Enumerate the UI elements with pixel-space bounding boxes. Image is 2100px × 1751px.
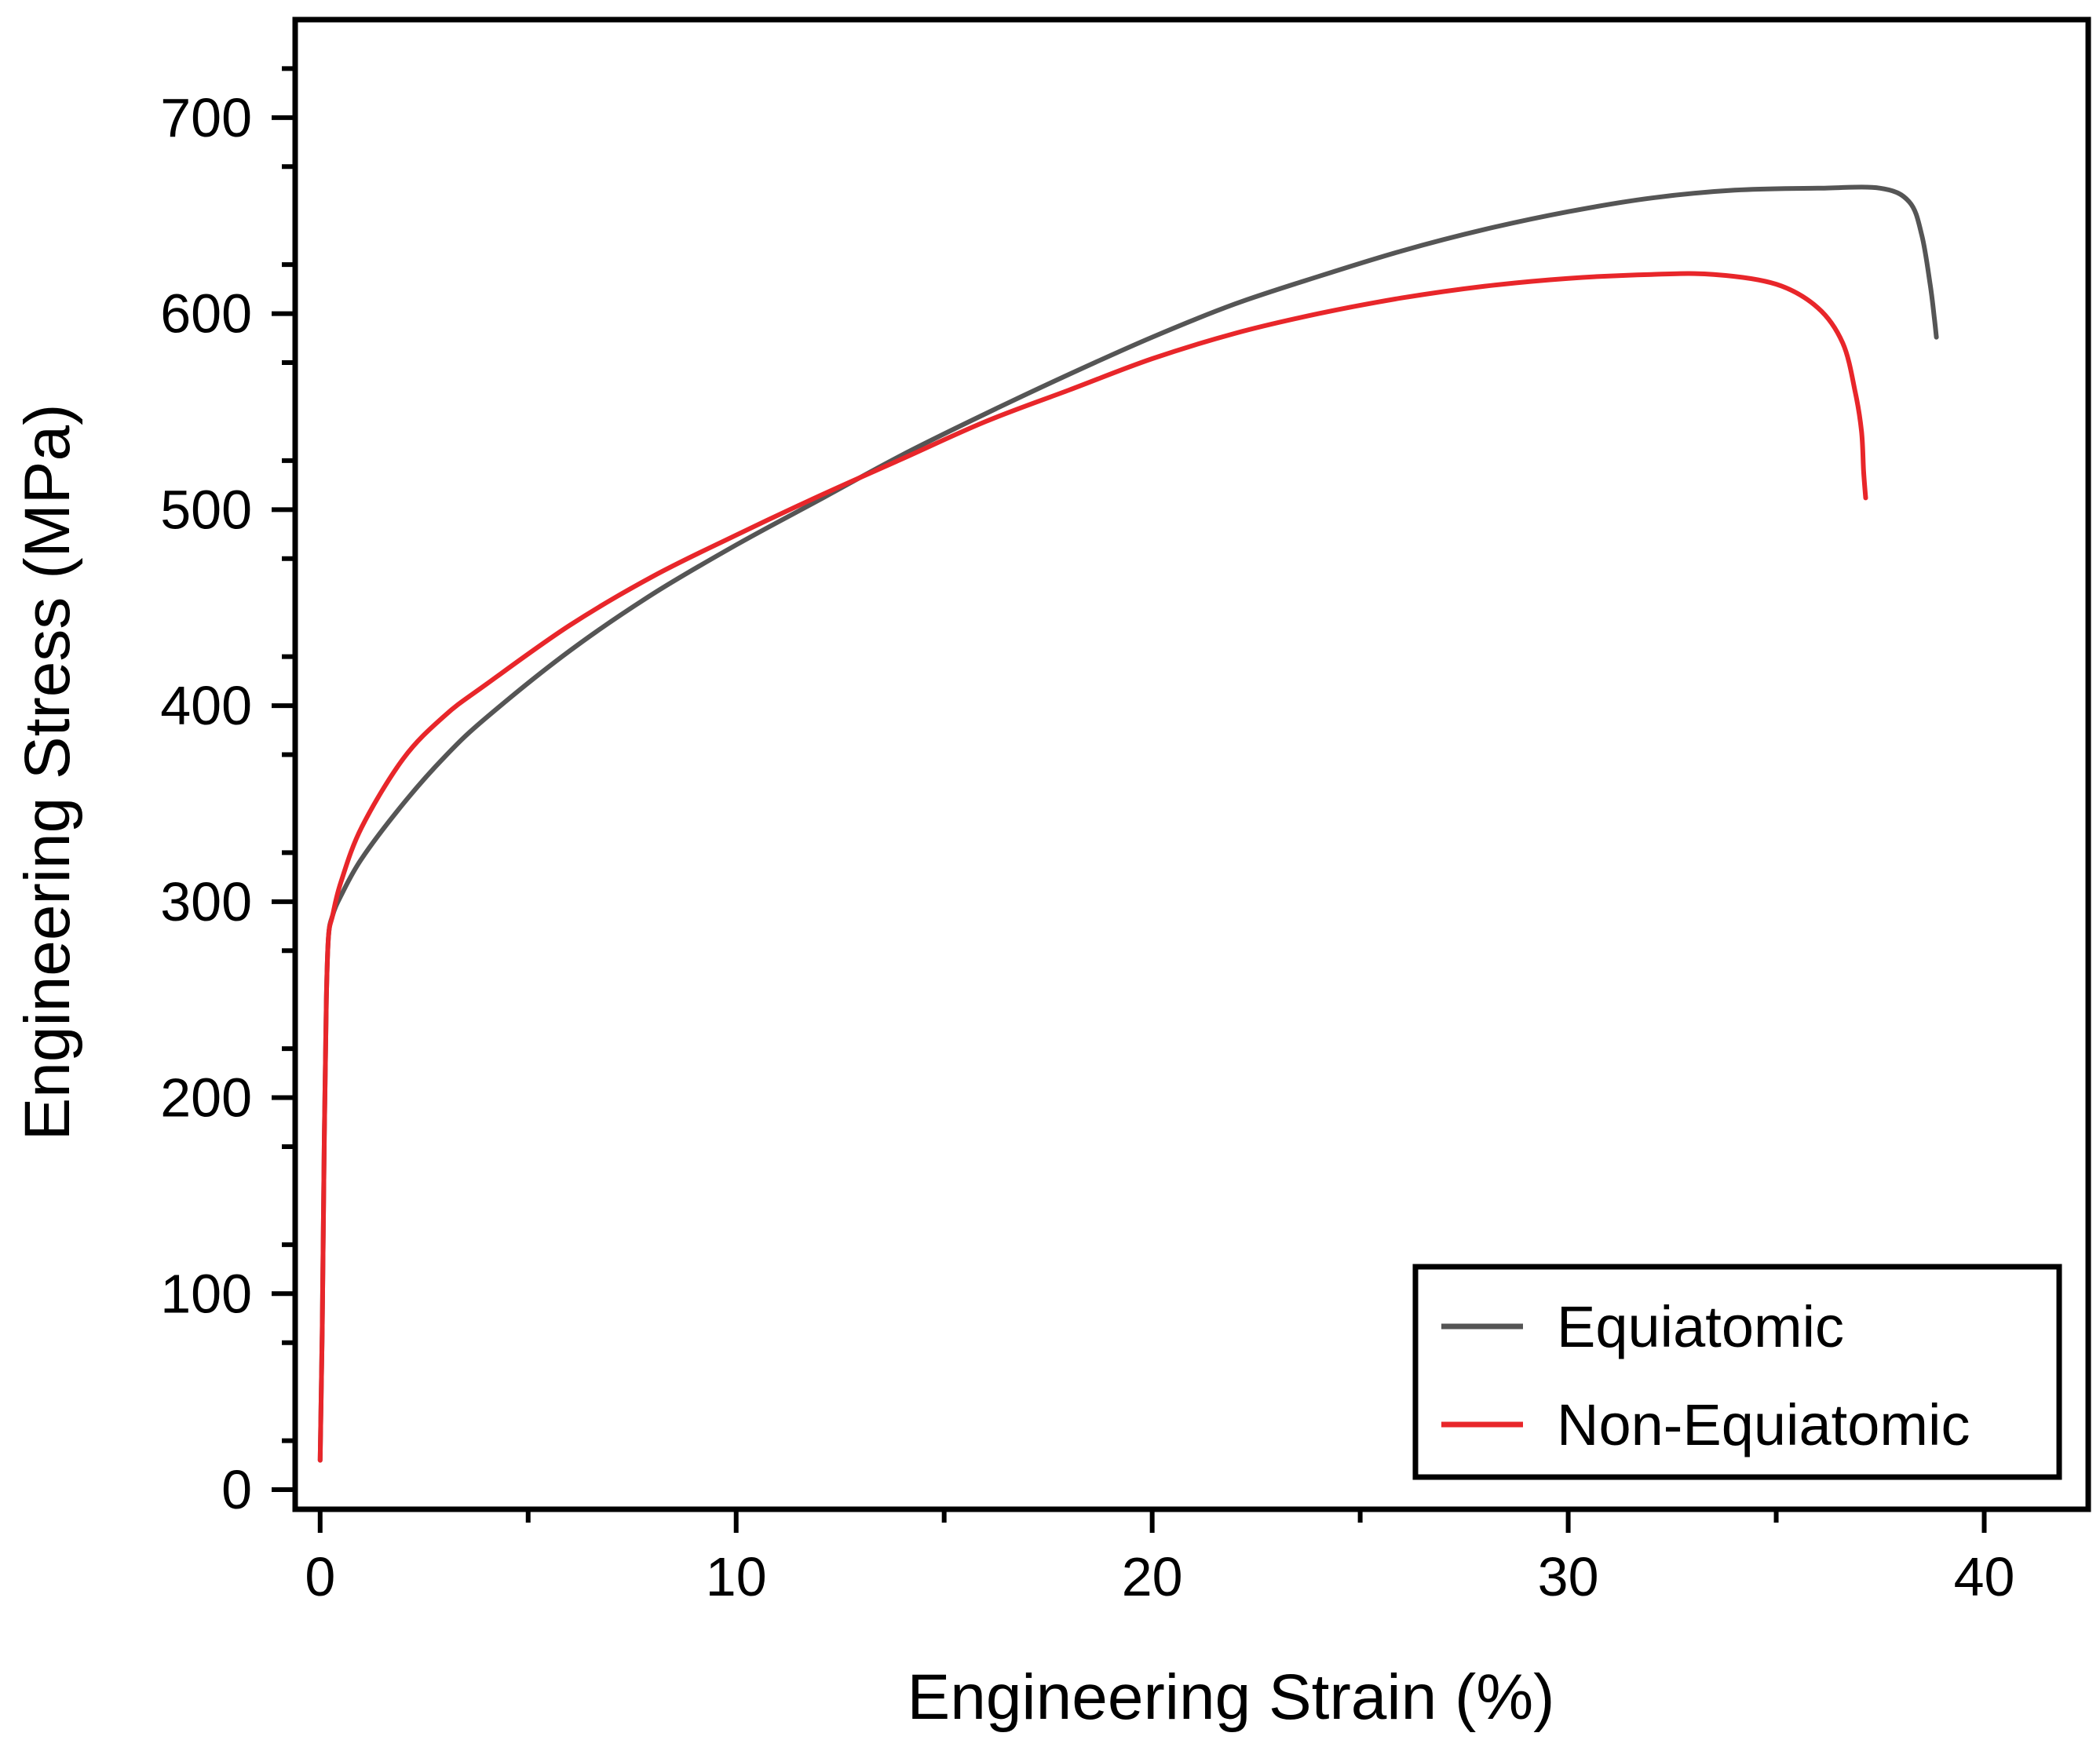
y-tick-label: 300 — [160, 871, 252, 932]
x-tick-label: 30 — [1538, 1546, 1599, 1607]
series-layer — [317, 184, 1939, 1463]
x-tick-label: 40 — [1954, 1546, 2015, 1607]
y-tick-label: 100 — [160, 1263, 252, 1324]
y-tick-label: 500 — [160, 479, 252, 540]
x-tick-label: 20 — [1122, 1546, 1183, 1607]
y-tick-label: 600 — [160, 283, 252, 345]
series-line-non-equiatomic — [317, 271, 1868, 1463]
legend-label-equiatomic: Equiatomic — [1557, 1294, 1844, 1359]
x-tick-label: 0 — [305, 1546, 335, 1607]
y-tick-label: 400 — [160, 675, 252, 736]
x-axis-title: Engineering Strain (%) — [908, 1662, 1555, 1733]
y-axis-title: Engineering Stress (MPa) — [12, 404, 83, 1141]
y-tick-label: 0 — [221, 1459, 252, 1520]
plot-frame — [292, 16, 2091, 1512]
legend-box — [1412, 1264, 2062, 1480]
y-tick-label: 700 — [160, 87, 252, 148]
y-tick-label: 200 — [160, 1067, 252, 1129]
legend-label-non-equiatomic: Non-Equiatomic — [1557, 1392, 1970, 1457]
x-tick-label: 10 — [706, 1546, 767, 1607]
legend: Equiatomic Non-Equiatomic — [1412, 1264, 2062, 1480]
tick-labels-layer: 0 100 200 300 400 500 600 700 0 10 20 30 40 — [160, 87, 2014, 1607]
